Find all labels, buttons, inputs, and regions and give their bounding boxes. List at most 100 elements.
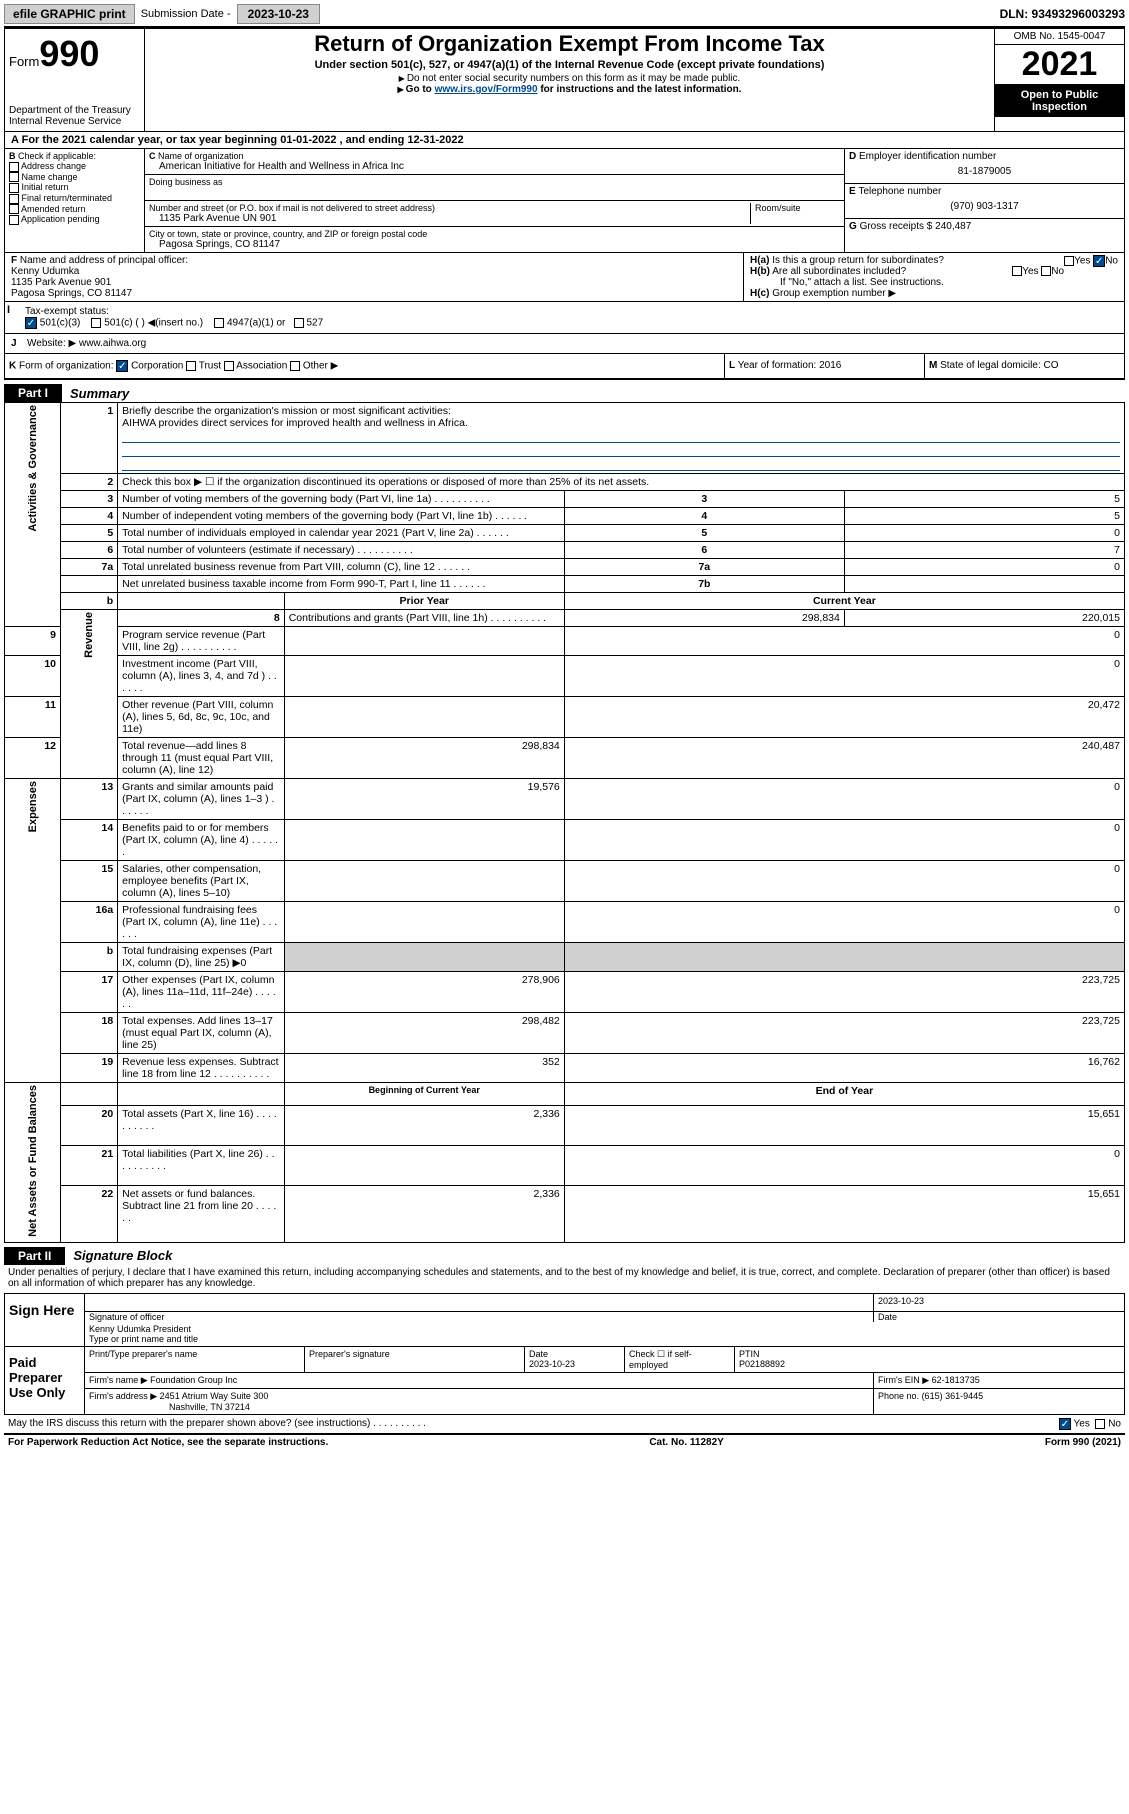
- signer-name: Kenny Udumka President: [89, 1324, 191, 1334]
- q1-label: Briefly describe the organization's miss…: [122, 405, 451, 417]
- omb-number: OMB No. 1545-0047: [995, 29, 1124, 45]
- gross-label: Gross receipts $: [860, 221, 933, 232]
- i-501c: 501(c) ( ) ◀(insert no.): [104, 318, 203, 329]
- firm-ein: 62-1813735: [932, 1375, 980, 1385]
- top-bar: efile GRAPHIC print Submission Date - 20…: [4, 4, 1125, 24]
- check-icon: ✓: [1059, 1418, 1071, 1430]
- hb-label: Are all subordinates included?: [772, 266, 906, 277]
- ein-value: 81-1879005: [849, 162, 1120, 181]
- street-address: 1135 Park Avenue UN 901: [149, 213, 277, 224]
- phone-value: (970) 903-1317: [849, 197, 1120, 216]
- firm-phone: (615) 361-9445: [922, 1391, 984, 1401]
- c-name-label: Name of organization: [158, 151, 244, 161]
- form-title: Return of Organization Exempt From Incom…: [151, 31, 988, 57]
- submission-date-label: Submission Date -: [141, 8, 231, 20]
- room-suite-label: Room/suite: [750, 203, 840, 224]
- part-2-tab: Part II: [4, 1247, 65, 1265]
- footer-form: Form 990 (2021): [1045, 1437, 1121, 1448]
- form-number: 990: [39, 33, 99, 74]
- may-irs-discuss: May the IRS discuss this return with the…: [8, 1418, 426, 1430]
- gross-value: 240,487: [935, 221, 971, 232]
- tax-year: 2021: [995, 45, 1124, 85]
- officer-label: Name and address of principal officer:: [20, 255, 188, 266]
- header-note-2-post: for instructions and the latest informat…: [538, 84, 742, 95]
- hb-note: If "No," attach a list. See instructions…: [750, 277, 944, 288]
- footer-left: For Paperwork Reduction Act Notice, see …: [8, 1437, 328, 1448]
- firm-addr: 2451 Atrium Way Suite 300: [160, 1391, 269, 1401]
- part-1-title: Summary: [62, 386, 129, 401]
- prep-sig-label: Preparer's signature: [305, 1347, 525, 1373]
- check-icon: ✓: [1093, 255, 1105, 267]
- paid-preparer-label: Paid Preparer Use Only: [5, 1347, 85, 1414]
- sig-date: 2023-10-23: [874, 1294, 1124, 1312]
- section-b: B Check if applicable: Address change Na…: [5, 149, 145, 252]
- side-expenses: Expenses: [27, 781, 39, 832]
- form-subtitle: Under section 501(c), 527, or 4947(a)(1)…: [151, 59, 988, 71]
- efile-print-button[interactable]: efile GRAPHIC print: [4, 4, 135, 24]
- form-990-page: efile GRAPHIC print Submission Date - 20…: [0, 0, 1129, 1454]
- section-a-tax-year: A For the 2021 calendar year, or tax yea…: [4, 132, 1125, 149]
- sign-here-label: Sign Here: [5, 1294, 85, 1346]
- form-label: Form: [9, 54, 39, 69]
- dln: DLN: 93493296003293: [1000, 7, 1125, 21]
- state-label: State of legal domicile:: [940, 360, 1041, 371]
- summary-table: Activities & Governance 1 Briefly descri…: [4, 402, 1125, 1243]
- check-icon: ✓: [116, 360, 128, 372]
- sig-officer-label: Signature of officer: [85, 1312, 873, 1322]
- dept-treasury: Department of the Treasury Internal Reve…: [9, 105, 140, 127]
- form-org-label: Form of organization:: [19, 361, 114, 372]
- prep-name-label: Print/Type preparer's name: [85, 1347, 305, 1373]
- i-501c3: 501(c)(3): [40, 318, 81, 329]
- b-amended: Amended return: [21, 204, 86, 214]
- street-label: Number and street (or P.O. box if mail i…: [149, 203, 435, 213]
- ein-label: Employer identification number: [859, 151, 996, 162]
- city-label: City or town, state or province, country…: [149, 229, 427, 239]
- prep-check: Check ☐ if self-employed: [625, 1347, 735, 1373]
- dba-label: Doing business as: [149, 177, 223, 187]
- submission-date: 2023-10-23: [237, 4, 320, 24]
- b-name-change: Name change: [22, 172, 78, 182]
- b-final-return: Final return/terminated: [22, 193, 113, 203]
- phone-label: Telephone number: [858, 186, 941, 197]
- b-initial-return: Initial return: [22, 182, 69, 192]
- signature-block: Sign Here Signature of officer 2023-10-2…: [4, 1293, 1125, 1415]
- side-net-assets: Net Assets or Fund Balances: [27, 1085, 39, 1237]
- state-value: CO: [1044, 360, 1059, 371]
- q1-answer: AIHWA provides direct services for impro…: [122, 417, 468, 429]
- firm-addr2: Nashville, TN 37214: [89, 1402, 250, 1412]
- b-address-change: Address change: [21, 161, 86, 171]
- declaration-text: Under penalties of perjury, I declare th…: [4, 1265, 1125, 1291]
- part-2-title: Signature Block: [65, 1248, 172, 1263]
- ha-label: Is this a group return for subordinates?: [772, 255, 944, 266]
- check-icon: ✓: [25, 317, 37, 329]
- i-4947: 4947(a)(1) or: [227, 318, 285, 329]
- b-app-pending: Application pending: [21, 214, 100, 224]
- i-527: 527: [306, 318, 323, 329]
- sig-date-label: Date: [874, 1312, 1124, 1322]
- org-name: American Initiative for Health and Welln…: [149, 161, 404, 172]
- q2: Check this box ▶ ☐ if the organization d…: [118, 474, 1125, 491]
- signer-name-label: Type or print name and title: [89, 1334, 198, 1344]
- prep-date: 2023-10-23: [529, 1359, 575, 1369]
- open-to-public: Open to Public Inspection: [995, 85, 1124, 117]
- officer-addr2: Pagosa Springs, CO 81147: [11, 288, 132, 299]
- form-header: Form990 Department of the Treasury Inter…: [4, 28, 1125, 132]
- header-note-1: Do not enter social security numbers on …: [407, 73, 740, 84]
- city-state-zip: Pagosa Springs, CO 81147: [149, 239, 280, 250]
- footer-cat: Cat. No. 11282Y: [649, 1437, 723, 1448]
- officer-name: Kenny Udumka: [11, 266, 79, 277]
- ptin: P02188892: [739, 1359, 785, 1369]
- irs-link[interactable]: www.irs.gov/Form990: [435, 84, 538, 95]
- year-form-label: Year of formation:: [738, 360, 817, 371]
- officer-addr1: 1135 Park Avenue 901: [11, 277, 111, 288]
- hc-label: Group exemption number ▶: [772, 288, 896, 299]
- firm-name: Foundation Group Inc: [150, 1375, 237, 1385]
- year-form-value: 2016: [819, 360, 841, 371]
- tax-exempt-label: Tax-exempt status:: [25, 306, 109, 317]
- part-1-tab: Part I: [4, 384, 62, 402]
- header-note-2-pre: Go to: [406, 84, 435, 95]
- website-label: Website: ▶: [27, 338, 76, 349]
- side-governance: Activities & Governance: [27, 405, 39, 532]
- side-revenue: Revenue: [83, 612, 95, 658]
- website-value: www.aihwa.org: [79, 338, 146, 349]
